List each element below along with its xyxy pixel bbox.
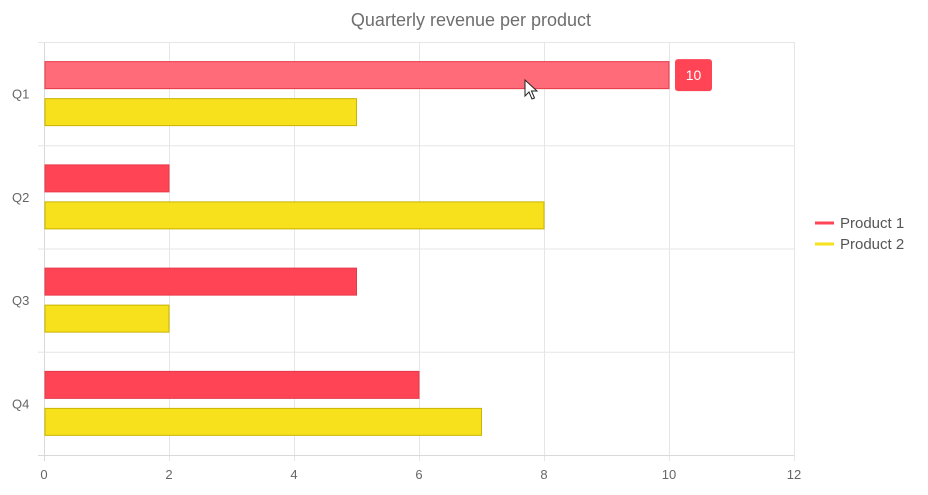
bar[interactable] [45, 202, 544, 229]
legend: Product 1 Product 2 [815, 215, 904, 253]
x-tick-label: 2 [165, 467, 172, 482]
bar[interactable] [45, 371, 419, 398]
bar[interactable] [45, 268, 357, 295]
legend-swatch [815, 222, 834, 225]
y-tick-label: Q3 [12, 293, 29, 308]
x-tick-label: 8 [540, 467, 547, 482]
tooltip-value: 10 [686, 67, 702, 83]
x-tick-label: 0 [40, 467, 47, 482]
x-tick-label: 4 [290, 467, 297, 482]
y-axis: Q1 Q2 Q3 Q4 [12, 87, 29, 412]
bar[interactable] [45, 62, 669, 89]
legend-swatch [815, 243, 834, 246]
x-tick-label: 12 [787, 467, 801, 482]
x-axis: 0 2 4 6 8 10 12 [40, 467, 801, 482]
legend-item-label[interactable]: Product 1 [840, 215, 904, 232]
bar[interactable] [45, 165, 169, 192]
x-tick-label: 6 [415, 467, 422, 482]
x-tick-label: 10 [662, 467, 676, 482]
tooltip: 10 [675, 59, 712, 91]
y-tick-label: Q2 [12, 190, 29, 205]
bar[interactable] [45, 408, 482, 435]
chart-title: Quarterly revenue per product [351, 10, 591, 30]
y-tick-label: Q1 [12, 87, 29, 102]
bar[interactable] [45, 305, 169, 332]
bar[interactable] [45, 99, 357, 126]
y-tick-label: Q4 [12, 396, 29, 411]
legend-item-label[interactable]: Product 2 [840, 236, 904, 253]
